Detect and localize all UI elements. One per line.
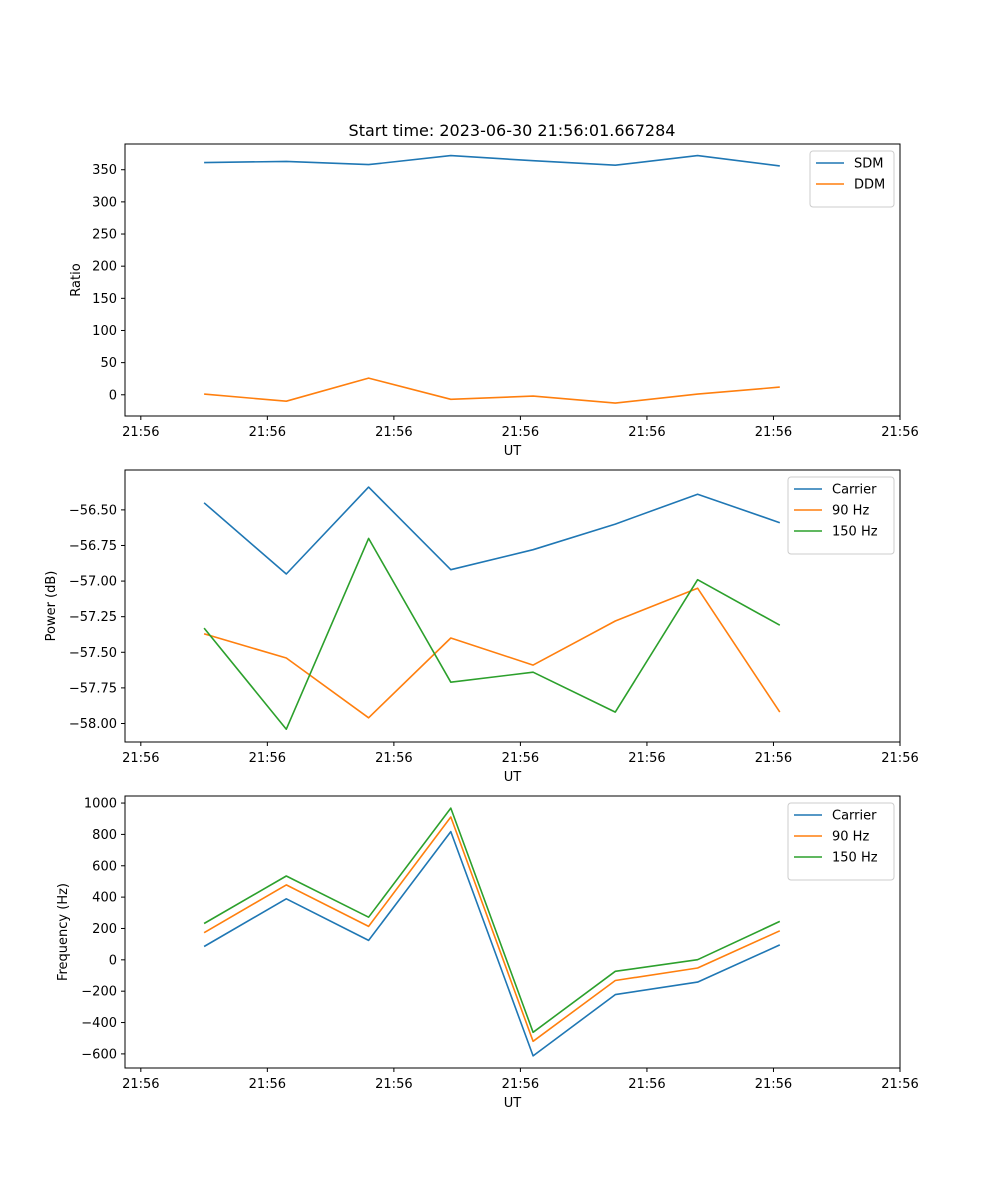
y-tick-label: 300 (92, 195, 117, 210)
y-tick-label: −57.25 (69, 610, 117, 625)
y-axis-label: Power (dB) (44, 571, 59, 642)
x-tick-label: 21:56 (249, 751, 286, 766)
figure-title: Start time: 2023-06-30 21:56:01.667284 (349, 121, 676, 140)
x-tick-label: 21:56 (502, 425, 539, 440)
y-tick-label: 200 (92, 260, 117, 275)
y-tick-label: 150 (92, 292, 117, 307)
legend-box (809, 150, 895, 208)
x-axis-label: UT (504, 1096, 522, 1111)
y-tick-label: 0 (109, 953, 117, 968)
y-tick-label: −57.75 (69, 681, 117, 696)
x-tick-label: 21:56 (755, 1077, 792, 1092)
series-line-ddm (204, 377, 780, 404)
series-line-150-hz (203, 537, 781, 731)
y-tick-label: −56.50 (69, 503, 117, 518)
x-tick-label: 21:56 (375, 425, 412, 440)
y-axis-label: Ratio (69, 263, 84, 296)
axes-frame (124, 143, 901, 417)
x-tick-label: 21:56 (755, 751, 792, 766)
y-tick-label: 600 (92, 859, 117, 874)
panel-1: 21:5621:5621:5621:5621:5621:5621:5621:57… (69, 143, 919, 459)
x-tick-label: 21:56 (122, 1077, 159, 1092)
legend-label: 150 Hz (832, 851, 878, 866)
x-axis-label: UT (504, 444, 522, 459)
x-tick-label: 21:56 (122, 751, 159, 766)
legend-box (787, 802, 895, 881)
x-tick-label: 21:56 (375, 751, 412, 766)
legend-label: Carrier (832, 809, 877, 824)
y-tick-label: −57.00 (69, 575, 117, 590)
x-tick-label: 21:56 (502, 751, 539, 766)
y-tick-label: 1000 (84, 797, 117, 812)
y-tick-label: −58.00 (69, 717, 117, 732)
y-tick-label: 350 (92, 163, 117, 178)
x-tick-label: 21:56 (122, 425, 159, 440)
y-tick-label: 50 (100, 356, 117, 371)
y-tick-label: 200 (92, 922, 117, 937)
panel-3: 21:5621:5621:5621:5621:5621:5621:5621:57… (56, 795, 919, 1111)
x-tick-label: 21:56 (755, 425, 792, 440)
y-tick-label: 100 (92, 324, 117, 339)
x-tick-label: 21:56 (375, 1077, 412, 1092)
legend-label: DDM (854, 178, 885, 193)
axes-frame (124, 795, 901, 1069)
y-tick-label: 800 (92, 828, 117, 843)
y-tick-label: −57.50 (69, 646, 117, 661)
series-line-sdm (204, 154, 780, 167)
y-tick-label: 0 (109, 388, 117, 403)
y-tick-label: −600 (81, 1047, 117, 1062)
axes-frame (124, 469, 901, 743)
x-tick-label: 21:56 (628, 425, 665, 440)
legend-label: SDM (854, 157, 883, 172)
x-tick-label: 21:56 (881, 1077, 918, 1092)
y-tick-label: −56.75 (69, 539, 117, 554)
panel-2: 21:5621:5621:5621:5621:5621:5621:5621:57… (44, 469, 919, 785)
series-line-150-hz (203, 807, 781, 1034)
series-line-90-hz (203, 816, 781, 1043)
series-line-90-hz (203, 587, 781, 719)
x-tick-label: 21:56 (502, 1077, 539, 1092)
y-tick-label: −400 (81, 1016, 117, 1031)
x-tick-label: 21:56 (628, 751, 665, 766)
legend-label: 90 Hz (832, 830, 869, 845)
y-tick-label: 400 (92, 891, 117, 906)
x-tick-label: 21:56 (881, 751, 918, 766)
legend-box (787, 476, 895, 555)
x-tick-label: 21:56 (249, 425, 286, 440)
legend-label: 90 Hz (832, 504, 869, 519)
y-tick-label: −200 (81, 985, 117, 1000)
x-axis-label: UT (504, 770, 522, 785)
x-tick-label: 21:56 (881, 425, 918, 440)
panels: 21:5621:5621:5621:5621:5621:5621:5621:57… (44, 143, 919, 1111)
series-line-carrier (203, 830, 781, 1057)
series-line-carrier (203, 486, 781, 575)
x-tick-label: 21:56 (249, 1077, 286, 1092)
legend-label: 150 Hz (832, 525, 878, 540)
y-axis-label: Frequency (Hz) (56, 883, 71, 981)
legend-label: Carrier (832, 483, 877, 498)
x-tick-label: 21:56 (628, 1077, 665, 1092)
y-tick-label: 250 (92, 228, 117, 243)
